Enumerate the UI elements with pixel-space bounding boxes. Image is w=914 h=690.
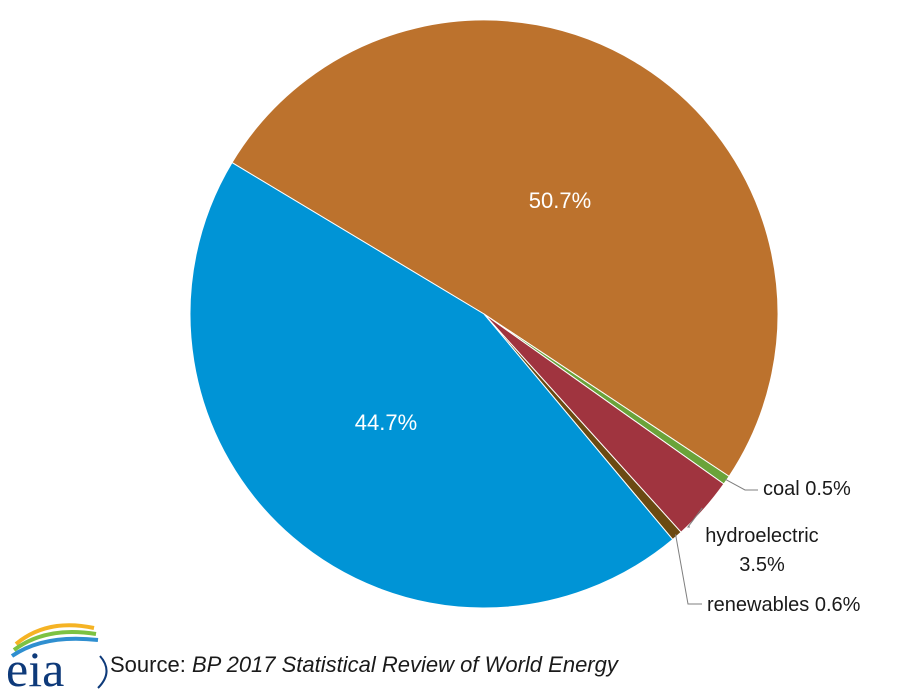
pie-slice-50-7	[231, 19, 779, 478]
leader-line-coal	[724, 478, 758, 491]
eia-logo-icon: eia	[6, 623, 108, 690]
logo-swoosh-yellow	[14, 623, 95, 646]
data-label-44-7: 44.7%	[355, 410, 417, 435]
source-prefix: Source:	[110, 652, 192, 677]
leader-lines	[675, 478, 758, 605]
source-citation: Source: BP 2017 Statistical Review of Wo…	[110, 652, 618, 678]
source-title: BP 2017 Statistical Review of World Ener…	[191, 652, 618, 677]
pie-slices	[189, 19, 779, 609]
data-label-50-7: 50.7%	[529, 188, 591, 213]
data-label-hydroelectric-name: hydroelectric	[705, 525, 818, 547]
data-label-renewables: renewables 0.6%	[707, 594, 861, 616]
leader-line-hydroelectric	[687, 507, 703, 528]
logo-wordmark: eia	[6, 641, 64, 690]
data-label-coal: coal 0.5%	[763, 478, 851, 500]
pie-slice-44-7	[189, 161, 674, 609]
logo-swoosh-green	[12, 630, 97, 652]
logo-swoosh-blue	[10, 636, 99, 658]
logo-arc	[97, 655, 108, 689]
data-label-hydroelectric-value: 3.5%	[739, 554, 785, 576]
leader-line-renewables	[675, 534, 702, 605]
